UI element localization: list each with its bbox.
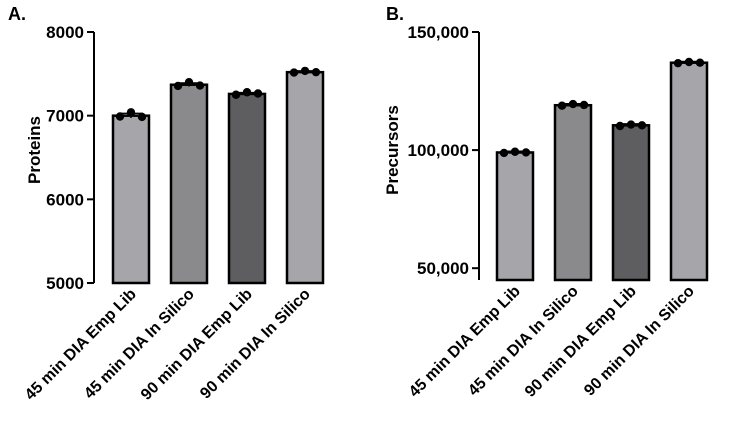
replicate-point-precursors: [579, 100, 589, 110]
replicate-point-proteins: [195, 81, 205, 90]
bar-proteins-2: [169, 83, 209, 285]
replicate-point-proteins: [115, 112, 125, 121]
category-label-precursors: 90 min DIA In Silico: [581, 283, 698, 400]
replicate-point-precursors: [568, 99, 578, 109]
y-axis-title-precursors: Precursors: [383, 105, 402, 195]
y-tick-label-precursors: 50,000: [417, 259, 469, 278]
replicate-point-proteins: [300, 66, 310, 76]
category-label-proteins: 45 min DIA In Silico: [81, 286, 198, 403]
replicate-point-proteins: [126, 108, 136, 117]
replicate-point-precursors: [673, 58, 683, 68]
panel-proteins: A. Proteins 5000 6000 7000 8000 45 min DIA E…: [8, 4, 325, 404]
bar-proteins-4: [285, 70, 325, 285]
replicate-point-precursors: [499, 148, 509, 158]
category-label-proteins: 45 min DIA Emp Lib: [22, 286, 140, 404]
panel-label-a: A.: [8, 4, 26, 24]
replicate-point-proteins: [289, 68, 299, 77]
y-tick-label-proteins: 5000: [46, 274, 84, 293]
replicate-point-precursors: [615, 121, 625, 131]
replicate-point-precursors: [557, 101, 567, 110]
replicate-point-precursors: [521, 148, 531, 157]
y-tick-label-precursors: 150,000: [408, 23, 469, 42]
panel-precursors: B. Precursors 50,000 100,000 150,000 45 min…: [383, 4, 709, 401]
y-tick-label-proteins: 8000: [46, 23, 84, 42]
y-axis-title-proteins: Proteins: [25, 116, 44, 184]
replicate-point-precursors: [510, 147, 520, 156]
replicate-point-precursors: [637, 121, 647, 130]
replicate-point-precursors: [695, 58, 705, 67]
bar-proteins-1: [111, 114, 151, 285]
replicate-point-proteins: [242, 88, 252, 97]
bar-precursors-4: [669, 61, 709, 282]
category-label-proteins: 90 min DIA Emp Lib: [138, 286, 256, 404]
panel-label-b: B.: [386, 4, 404, 24]
category-label-precursors: 45 min DIA Emp Lib: [406, 283, 524, 401]
replicate-point-precursors: [684, 57, 694, 67]
replicate-point-proteins: [173, 81, 183, 91]
y-tick-label-precursors: 100,000: [408, 141, 469, 160]
bar-precursors-1: [495, 151, 535, 282]
bar-precursors-2: [553, 103, 593, 282]
replicate-point-proteins: [231, 90, 241, 99]
replicate-point-proteins: [311, 67, 321, 77]
category-label-proteins: 90 min DIA In Silico: [197, 286, 314, 403]
category-label-precursors: 90 min DIA Emp Lib: [522, 283, 640, 401]
replicate-point-proteins: [137, 112, 147, 122]
bar-proteins-3: [227, 92, 267, 285]
replicate-point-proteins: [253, 89, 263, 98]
category-label-precursors: 45 min DIA In Silico: [465, 283, 582, 400]
bar-precursors-3: [611, 124, 651, 282]
y-tick-label-proteins: 7000: [46, 107, 84, 126]
replicate-point-precursors: [626, 120, 636, 129]
y-tick-label-proteins: 6000: [46, 190, 84, 209]
replicate-point-proteins: [184, 78, 194, 87]
